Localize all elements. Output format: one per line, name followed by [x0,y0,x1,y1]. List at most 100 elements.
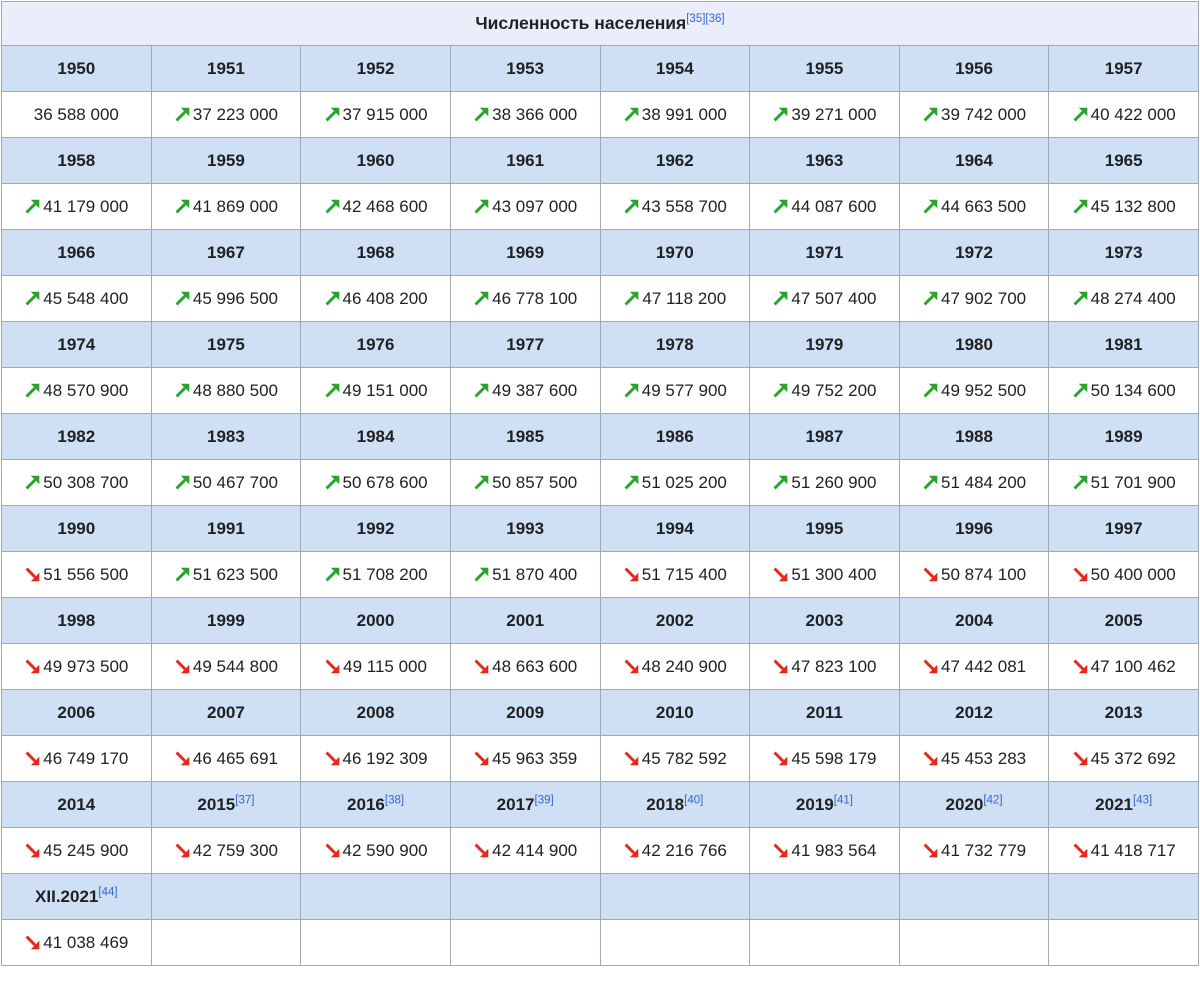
year-header-cell: 1984 [300,413,451,460]
population-value-cell: 45 996 500 [150,275,302,322]
year-header-cell: 2009 [449,689,601,736]
year-header-cell: 1991 [150,505,302,552]
reference-link[interactable]: [37] [235,793,255,806]
reference-link[interactable]: [44] [98,885,118,898]
year-header-row: 2014 2015[37] 2016[38] 2017[39] 2018[40] 2019… [1,781,1199,828]
reference-link[interactable]: [41] [833,793,853,806]
population-value: 51 715 400 [641,564,727,584]
trend-up-icon [773,291,788,305]
population-value: 41 869 000 [192,196,278,216]
population-value: 36 588 000 [33,104,119,124]
population-value-cell: 51 556 500 [1,551,152,598]
year-header-cell: 2014 [1,781,152,828]
population-value: 39 271 000 [791,104,877,124]
population-value: 44 087 600 [791,196,877,216]
population-value: 50 308 700 [43,472,129,492]
reference-link[interactable]: [38] [384,793,405,806]
table-title: Численность населения [475,13,687,33]
trend-up-icon [25,199,40,213]
population-value-cell: 49 973 500 [1,643,152,690]
trend-up-icon [474,291,489,305]
reference-link[interactable]: [39] [534,793,554,806]
trend-up-icon [1073,107,1087,121]
reference-link-36[interactable]: [36] [705,13,725,26]
population-value-cell: 50 308 700 [1,459,152,506]
year-header-cell: 1994 [599,505,751,552]
year-header-cell: 1957 [1048,45,1199,92]
trend-up-icon [325,475,339,489]
year-label: 1978 [655,334,694,354]
year-header-cell: 1976 [300,321,451,368]
population-value: 48 570 900 [43,380,129,400]
population-value: 45 598 179 [791,748,877,768]
year-header-cell: 2002 [599,597,751,644]
trend-up-icon [923,475,938,489]
population-value-cell: 49 151 000 [300,367,451,414]
year-label: 1976 [356,334,395,354]
population-value-cell: 51 484 200 [898,459,1050,506]
year-header-cell: 1971 [749,229,900,276]
population-value-cell: 51 260 900 [749,459,900,506]
population-value-cell: 41 732 779 [898,827,1050,874]
population-value-cell: 45 598 179 [749,735,900,782]
population-value-cell: 51 870 400 [449,551,601,598]
year-label: 1968 [356,242,395,262]
year-header-cell: 1964 [898,137,1050,184]
year-header-cell: 2019[41] [749,781,900,828]
reference-link[interactable]: [43] [1133,793,1153,806]
year-label: 2004 [955,610,993,630]
population-value-cell: 41 983 564 [749,827,900,874]
trend-up-icon [624,199,639,213]
population-value: 45 548 400 [43,288,129,308]
population-value-cell: 49 952 500 [898,367,1050,414]
year-label: 1994 [655,518,694,538]
empty-header-cell [898,873,1050,920]
reference-link[interactable]: [40] [684,793,704,806]
year-header-cell: 1965 [1048,137,1199,184]
trend-down-icon [25,659,40,673]
year-header-cell: 2006 [1,689,152,736]
empty-value-cell [300,919,451,966]
population-value-cell: 45 548 400 [1,275,152,322]
year-label: 2017 [496,794,535,814]
population-value-cell: 44 087 600 [749,183,900,230]
trend-down-icon [624,843,639,857]
population-value-cell: 37 223 000 [150,91,302,138]
year-header-cell: 2017[39] [449,781,601,828]
year-header-cell: 2013 [1048,689,1199,736]
population-value-cell: 49 752 200 [749,367,900,414]
year-header-cell: 1969 [449,229,601,276]
population-value-cell: 41 179 000 [1,183,152,230]
population-value: 50 678 600 [342,472,428,492]
empty-value-cell [749,919,900,966]
year-label: 1952 [356,58,395,78]
population-value: 51 484 200 [941,472,1027,492]
population-value-cell: 49 577 900 [599,367,751,414]
population-value: 46 749 170 [43,748,129,768]
population-value: 46 778 100 [492,288,578,308]
population-value-cell: 43 558 700 [599,183,751,230]
reference-link-35[interactable]: [35] [686,13,706,26]
population-value: 50 857 500 [492,472,578,492]
population-value-cell: 45 782 592 [599,735,751,782]
population-value-cell: 43 097 000 [449,183,601,230]
year-label: 2009 [506,702,545,722]
population-value: 37 223 000 [192,104,278,124]
reference-link[interactable]: [42] [983,793,1003,806]
year-header-cell: 1951 [150,45,302,92]
trend-up-icon [923,383,938,397]
population-value: 51 623 500 [192,564,278,584]
year-label: 1991 [207,518,245,538]
trend-down-icon [624,567,639,581]
year-header-cell: XII.2021[44] [1,873,152,920]
year-label: 1975 [207,334,245,354]
year-label: 1956 [955,58,993,78]
population-value: 40 422 000 [1090,104,1176,124]
empty-header-cell [599,873,751,920]
year-header-cell: 1978 [599,321,751,368]
population-value: 48 663 600 [492,656,578,676]
population-value-cell: 47 823 100 [749,643,900,690]
population-value: 43 558 700 [641,196,727,216]
trend-up-icon [25,291,40,305]
year-header-cell: 1973 [1048,229,1199,276]
